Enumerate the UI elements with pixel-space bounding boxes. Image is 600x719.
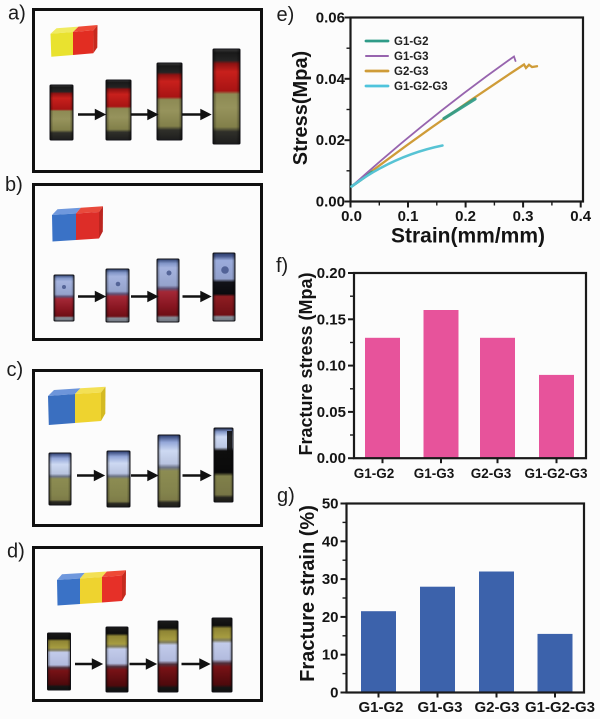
svg-text:0.1: 0.1 — [398, 208, 419, 225]
svg-text:0.3: 0.3 — [513, 208, 534, 225]
svg-text:G1-G3: G1-G3 — [417, 699, 462, 716]
svg-text:G2-G3: G2-G3 — [471, 466, 512, 481]
svg-text:f): f) — [276, 255, 288, 277]
svg-text:b): b) — [5, 174, 23, 196]
svg-text:0.04: 0.04 — [316, 71, 346, 88]
svg-text:10: 10 — [322, 647, 339, 664]
svg-text:0.10: 0.10 — [317, 358, 346, 375]
svg-text:0.02: 0.02 — [316, 132, 345, 149]
svg-text:0.15: 0.15 — [317, 311, 346, 328]
svg-text:40: 40 — [322, 533, 339, 550]
svg-text:G1-G3: G1-G3 — [394, 51, 429, 63]
svg-text:Strain(mm/mm): Strain(mm/mm) — [391, 225, 545, 248]
svg-text:e): e) — [277, 4, 295, 26]
svg-text:0.2: 0.2 — [455, 208, 476, 225]
svg-text:0.4: 0.4 — [570, 208, 592, 225]
svg-text:d): d) — [7, 541, 25, 563]
svg-text:G1-G2: G1-G2 — [394, 36, 429, 48]
svg-text:G1-G2: G1-G2 — [358, 699, 403, 716]
svg-text:c): c) — [7, 359, 24, 381]
svg-text:Stress(Mpa): Stress(Mpa) — [290, 51, 312, 165]
svg-text:30: 30 — [322, 571, 339, 588]
svg-text:a): a) — [8, 3, 26, 25]
svg-text:0.06: 0.06 — [316, 10, 345, 27]
svg-text:0.00: 0.00 — [317, 450, 346, 467]
svg-text:g): g) — [277, 485, 295, 507]
svg-text:G1-G2-G3: G1-G2-G3 — [524, 466, 588, 481]
svg-text:0.00: 0.00 — [316, 194, 345, 211]
svg-text:50: 50 — [322, 496, 339, 513]
svg-text:G2-G3: G2-G3 — [394, 66, 429, 78]
svg-text:0.05: 0.05 — [317, 404, 346, 421]
svg-text:0.20: 0.20 — [317, 265, 346, 282]
svg-text:G1-G2-G3: G1-G2-G3 — [394, 81, 448, 93]
svg-text:G1-G3: G1-G3 — [414, 466, 455, 481]
svg-text:20: 20 — [322, 609, 339, 626]
svg-text:Fracture stress (Mpa): Fracture stress (Mpa) — [296, 272, 316, 455]
svg-text:0.0: 0.0 — [341, 208, 362, 225]
svg-text:G2-G3: G2-G3 — [474, 699, 519, 716]
svg-text:0: 0 — [330, 685, 338, 702]
svg-text:G1-G2-G3: G1-G2-G3 — [525, 699, 595, 716]
svg-text:Fracture strain (%): Fracture strain (%) — [297, 505, 319, 682]
svg-text:G1-G2: G1-G2 — [354, 466, 395, 481]
